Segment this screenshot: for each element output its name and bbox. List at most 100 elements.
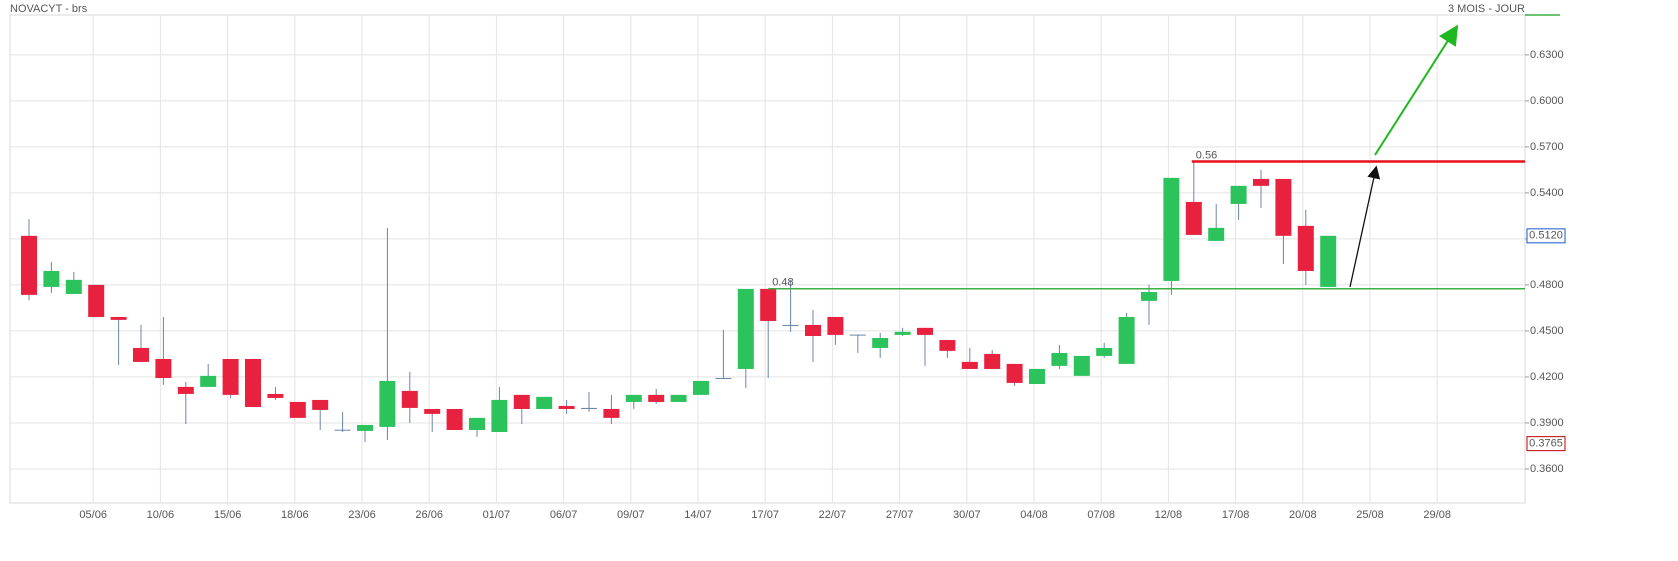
x-tick-label: 14/07 [684, 509, 712, 521]
y-tick-label: 0.4800 [1530, 279, 1564, 291]
candle-body [1096, 347, 1113, 356]
candle-body [939, 339, 956, 351]
candle-body [491, 399, 508, 432]
x-tick-label: 10/06 [147, 509, 175, 521]
price-badge-label: 0.5120 [1529, 230, 1563, 242]
x-tick-label: 26/06 [415, 509, 443, 521]
candle-body [401, 390, 418, 408]
candle-body [155, 358, 172, 379]
x-tick-label: 17/08 [1222, 509, 1250, 521]
y-tick-label: 0.6300 [1530, 49, 1564, 61]
level-label: 0.56 [1196, 149, 1217, 161]
candle-body [693, 380, 709, 395]
candle-body [917, 327, 933, 335]
y-tick-label: 0.3600 [1530, 463, 1564, 475]
candle-body [1208, 227, 1225, 241]
candle-body [200, 375, 217, 387]
candle-body [1051, 353, 1068, 366]
candle-body [760, 288, 777, 321]
candle-body [872, 337, 889, 348]
x-tick-label: 22/07 [819, 509, 847, 521]
marks [21, 162, 1337, 442]
chart-subtitle: 3 MOIS - JOUR [1448, 3, 1525, 15]
x-tick-label: 27/07 [886, 509, 914, 521]
candle-body [446, 408, 463, 430]
price-badge [1526, 436, 1566, 452]
x-tick-label: 06/07 [550, 509, 578, 521]
candle-body [536, 396, 553, 409]
candle-body [1185, 201, 1202, 235]
x-tick-label: 05/06 [79, 509, 107, 521]
candle-body [737, 288, 754, 369]
candle-body [984, 353, 1001, 369]
y-tick-label: 0.5700 [1530, 141, 1564, 153]
annotations: 0.48 0.56 0.5120 0.3765 [768, 24, 1566, 452]
plot-frame [9, 14, 1526, 504]
candle-body [558, 405, 575, 409]
candle-body [1006, 363, 1023, 383]
candle-body [1073, 355, 1090, 376]
candle-body [379, 380, 396, 427]
candle-body [334, 429, 351, 431]
candle-body [1297, 225, 1314, 271]
x-tick-label: 20/08 [1289, 509, 1317, 521]
candle-body [357, 424, 373, 431]
candle-body [133, 347, 149, 362]
price-badge [1526, 228, 1566, 244]
y-tick-label: 0.6000 [1530, 95, 1564, 107]
x-tick-label: 17/07 [751, 509, 779, 521]
y-tick-label: 0.4200 [1530, 371, 1564, 383]
candle-body [1320, 235, 1337, 287]
candle-body [849, 334, 866, 336]
candle-body [21, 235, 37, 295]
candle-body [1141, 291, 1157, 301]
arrow [1374, 24, 1459, 156]
candle-body [177, 386, 194, 394]
candle-body [827, 316, 844, 335]
level-label: 0.48 [772, 277, 793, 289]
candle-body [1230, 185, 1247, 204]
x-tick-label: 15/06 [214, 509, 242, 521]
candle-body [782, 324, 799, 326]
candle-body [43, 270, 60, 287]
candle-body [1253, 178, 1269, 186]
candle-body [1029, 368, 1045, 384]
candle-body [805, 324, 821, 336]
candle-body [88, 284, 105, 317]
candle-body [222, 358, 239, 395]
price-badge-label: 0.3765 [1529, 438, 1563, 450]
candle-body [1275, 178, 1292, 236]
x-tick-label: 01/07 [483, 509, 511, 521]
x-tick-label: 07/08 [1087, 509, 1115, 521]
y-tick-label: 0.5400 [1530, 187, 1564, 199]
x-tick-label: 12/08 [1155, 509, 1183, 521]
chart-title: NOVACYT - brs [10, 3, 88, 15]
candle-body [424, 408, 441, 414]
x-tick-label: 18/06 [281, 509, 309, 521]
candle-body [513, 394, 530, 409]
candle-body [961, 361, 978, 369]
candle-body [312, 399, 329, 410]
candle-body [469, 417, 485, 430]
candle-body [245, 358, 261, 407]
x-tick-label: 09/07 [617, 509, 645, 521]
y-tick-label: 0.3900 [1530, 417, 1564, 429]
y-tick-label: 0.4500 [1530, 325, 1564, 337]
candle-body [581, 407, 597, 409]
candle-body [110, 316, 127, 320]
candle-body [267, 393, 284, 398]
candle-body [625, 394, 642, 402]
candle-body [1118, 316, 1135, 364]
candle-body [65, 279, 82, 294]
arrow [1349, 165, 1381, 288]
candle-body [1163, 177, 1180, 281]
x-tick-label: 29/08 [1423, 509, 1451, 521]
candle-body [648, 394, 665, 402]
x-tick-label: 25/08 [1356, 509, 1384, 521]
candle-body [894, 331, 911, 335]
candle-body [715, 378, 732, 380]
candle-body [670, 394, 687, 402]
candle-body [289, 401, 306, 418]
candle-body [603, 408, 620, 418]
